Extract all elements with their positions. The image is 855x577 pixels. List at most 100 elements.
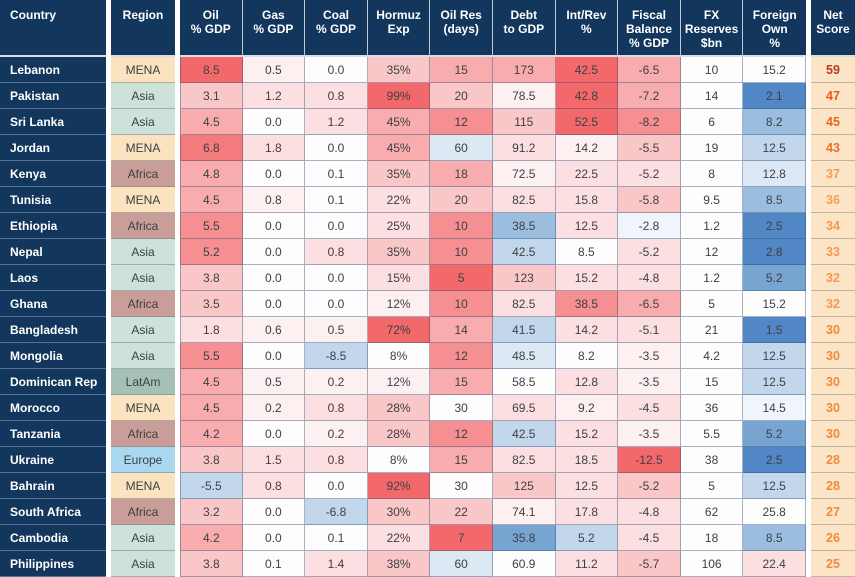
- net-score-cell: 30: [810, 395, 855, 421]
- cell-oil-gdp: 4.5: [180, 109, 243, 135]
- cell-fx-reserves: 9.5: [680, 187, 744, 213]
- cell-coal-gdp: 0.8: [305, 83, 368, 109]
- column-gap: [175, 0, 180, 57]
- cell-oil-gdp: 3.8: [180, 265, 243, 291]
- cell-foreign-own: 15.2: [743, 57, 806, 83]
- cell-fiscal-balance: -4.8: [618, 265, 681, 291]
- cell-oil-res-days: 10: [430, 213, 493, 239]
- column-gap: [805, 395, 811, 421]
- country-cell: Philippines: [0, 551, 106, 577]
- country-cell: Bahrain: [0, 473, 106, 499]
- region-cell: Asia: [111, 317, 175, 343]
- region-cell: Asia: [111, 343, 175, 369]
- cell-hormuz-exp: 35%: [367, 239, 431, 265]
- cell-coal-gdp: 0.1: [305, 161, 368, 187]
- cell-fx-reserves: 106: [680, 551, 744, 577]
- cell-coal-gdp: 0.2: [305, 369, 368, 395]
- column-gap: [805, 473, 811, 499]
- column-gap: [106, 109, 111, 135]
- net-score-cell: 36: [810, 187, 855, 213]
- region-cell: Africa: [111, 161, 175, 187]
- net-score-cell: 30: [810, 343, 855, 369]
- cell-foreign-own: 2.1: [743, 83, 806, 109]
- column-gap: [175, 525, 180, 551]
- cell-coal-gdp: 0.1: [305, 525, 368, 551]
- column-gap: [106, 525, 111, 551]
- cell-int-rev: 5.2: [555, 525, 619, 551]
- net-score-cell: 45: [810, 109, 855, 135]
- region-cell: Africa: [111, 291, 175, 317]
- cell-fiscal-balance: -12.5: [618, 447, 681, 473]
- cell-hormuz-exp: 22%: [367, 525, 431, 551]
- column-gap: [175, 187, 180, 213]
- table-row: Kenya Africa 4.8 0.0 0.1 35% 18 72.5 22.5 -5.2 8 12…: [0, 161, 855, 187]
- cell-oil-gdp: 3.8: [180, 551, 243, 577]
- region-cell: Asia: [111, 551, 175, 577]
- table-row: Ukraine Europe 3.8 1.5 0.8 8% 15 82.5 18.5 -12.5 3…: [0, 447, 855, 473]
- cell-debt-to-gdp: 42.5: [492, 239, 556, 265]
- cell-hormuz-exp: 28%: [367, 395, 431, 421]
- cell-fx-reserves: 10: [680, 57, 744, 83]
- cell-fx-reserves: 5: [680, 291, 744, 317]
- column-gap: [106, 213, 111, 239]
- cell-oil-gdp: 6.8: [180, 135, 243, 161]
- column-gap: [805, 317, 811, 343]
- net-score-cell: 30: [810, 421, 855, 447]
- cell-debt-to-gdp: 38.5: [492, 213, 556, 239]
- cell-hormuz-exp: 45%: [367, 135, 431, 161]
- net-score-cell: 30: [810, 369, 855, 395]
- cell-foreign-own: 25.8: [743, 499, 806, 525]
- column-gap: [175, 109, 180, 135]
- cell-coal-gdp: -6.8: [305, 499, 368, 525]
- cell-gas-gdp: 0.0: [242, 291, 306, 317]
- cell-fiscal-balance: -5.2: [618, 239, 681, 265]
- column-gap: [805, 187, 811, 213]
- country-cell: Lebanon: [0, 57, 106, 83]
- column-gap: [175, 213, 180, 239]
- cell-gas-gdp: 0.8: [242, 473, 306, 499]
- column-gap: [106, 161, 111, 187]
- cell-gas-gdp: 0.6: [242, 317, 306, 343]
- cell-fiscal-balance: -3.5: [618, 421, 681, 447]
- table-row: Ethiopia Africa 5.5 0.0 0.0 25% 10 38.5 12.5 -2.8…: [0, 213, 855, 239]
- column-gap: [106, 499, 111, 525]
- header-fiscal-balance: Fiscal Balance % GDP: [618, 0, 681, 57]
- header-net-score: Net Score: [810, 0, 855, 57]
- cell-oil-res-days: 10: [430, 239, 493, 265]
- header-coal-gdp: Coal % GDP: [305, 0, 368, 57]
- cell-fiscal-balance: -7.2: [618, 83, 681, 109]
- region-cell: Asia: [111, 83, 175, 109]
- cell-int-rev: 11.2: [555, 551, 619, 577]
- cell-fiscal-balance: -5.1: [618, 317, 681, 343]
- table-header-row: Country Region Oil % GDP Gas % GDP Coal …: [0, 0, 855, 57]
- region-cell: Europe: [111, 447, 175, 473]
- column-gap: [805, 525, 811, 551]
- cell-fiscal-balance: -4.5: [618, 525, 681, 551]
- cell-coal-gdp: 0.0: [305, 473, 368, 499]
- column-gap: [175, 265, 180, 291]
- table-row: Ghana Africa 3.5 0.0 0.0 12% 10 82.5 38.5 -6.5 5 15…: [0, 291, 855, 317]
- cell-oil-gdp: 5.5: [180, 213, 243, 239]
- region-cell: MENA: [111, 57, 175, 83]
- cell-foreign-own: 1.5: [743, 317, 806, 343]
- cell-debt-to-gdp: 42.5: [492, 421, 556, 447]
- cell-oil-gdp: -5.5: [180, 473, 243, 499]
- cell-oil-res-days: 20: [430, 83, 493, 109]
- cell-foreign-own: 12.8: [743, 161, 806, 187]
- column-gap: [805, 161, 811, 187]
- column-gap: [175, 83, 180, 109]
- cell-oil-res-days: 12: [430, 343, 493, 369]
- cell-coal-gdp: 0.8: [305, 447, 368, 473]
- cell-gas-gdp: 0.0: [242, 421, 306, 447]
- region-cell: MENA: [111, 135, 175, 161]
- cell-int-rev: 42.5: [555, 57, 619, 83]
- column-gap: [175, 447, 180, 473]
- net-score-cell: 27: [810, 499, 855, 525]
- cell-oil-res-days: 20: [430, 187, 493, 213]
- column-gap: [175, 551, 180, 577]
- country-cell: Tunisia: [0, 187, 106, 213]
- cell-fiscal-balance: -5.2: [618, 473, 681, 499]
- country-cell: Ghana: [0, 291, 106, 317]
- cell-oil-gdp: 4.5: [180, 369, 243, 395]
